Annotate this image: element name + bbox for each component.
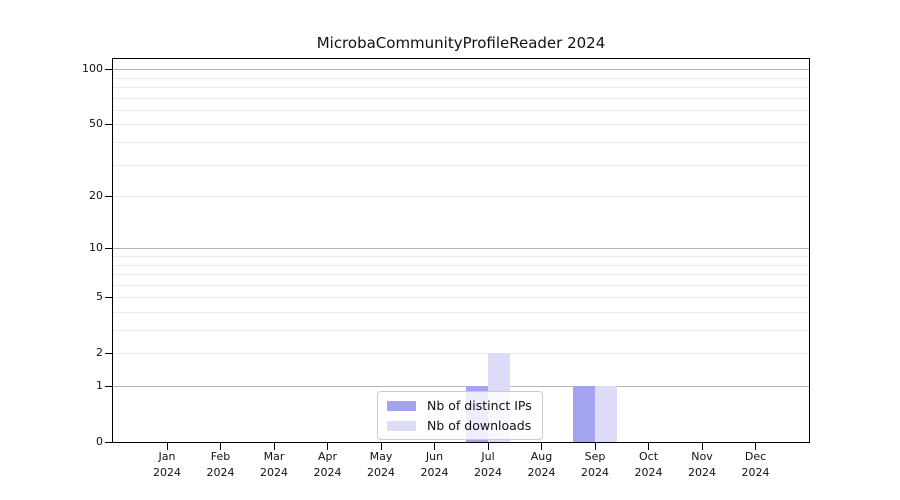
- gridline-minor: [113, 311, 809, 313]
- x-tick-year: 2024: [527, 466, 556, 479]
- x-tick-label: Apr 2024: [296, 449, 360, 481]
- x-tick: [541, 443, 542, 450]
- x-tick-month: Mar: [263, 450, 285, 463]
- x-tick: [220, 443, 221, 450]
- y-tick-label: 20: [89, 189, 103, 203]
- y-tick-label: 100: [82, 62, 103, 76]
- x-tick: [755, 443, 756, 450]
- x-tick-label: Oct 2024: [617, 449, 681, 481]
- x-tick-year: 2024: [260, 466, 288, 479]
- legend: Nb of distinct IPs Nb of downloads: [377, 391, 543, 440]
- x-tick: [166, 443, 168, 450]
- gridline-minor: [113, 297, 809, 299]
- y-tick: [105, 352, 113, 354]
- y-tick: [105, 247, 113, 249]
- x-tick-label: Jan 2024: [135, 449, 199, 481]
- gridline-major: [113, 248, 809, 250]
- gridline-minor: [113, 87, 809, 89]
- gridline-major: [113, 69, 809, 71]
- x-tick-year: 2024: [420, 466, 449, 479]
- x-tick-year: 2024: [153, 466, 181, 479]
- x-tick-month: Jan: [158, 450, 176, 463]
- x-tick-year: 2024: [581, 466, 609, 479]
- x-tick-month: Dec: [744, 450, 767, 463]
- x-tick-label: Mar 2024: [242, 449, 306, 481]
- x-tick-label: May 2024: [349, 449, 413, 481]
- x-tick-year: 2024: [206, 466, 235, 479]
- x-tick-label: Feb 2024: [189, 449, 253, 481]
- gridline-minor: [113, 256, 809, 257]
- x-tick: [594, 443, 596, 450]
- gridline-minor: [113, 164, 809, 166]
- legend-label-downloads: Nb of downloads: [427, 418, 532, 433]
- x-tick: [327, 443, 328, 450]
- x-tick-month: Sep: [584, 450, 606, 463]
- bar-downloads-sep: [595, 386, 617, 442]
- x-tick-year: 2024: [634, 466, 663, 479]
- x-tick-month: Aug: [530, 450, 553, 463]
- x-tick-month: Jul: [481, 450, 495, 463]
- x-tick: [273, 443, 275, 450]
- legend-label-distinct-ips: Nb of distinct IPs: [427, 398, 532, 413]
- y-tick-label: 5: [96, 290, 103, 304]
- chart-title: MicrobaCommunityProfileReader 2024: [316, 34, 606, 52]
- y-tick: [105, 385, 113, 387]
- gridline-minor: [113, 196, 809, 198]
- x-tick: [648, 443, 649, 450]
- gridline-minor: [113, 109, 809, 111]
- legend-entry-downloads: Nb of downloads: [387, 418, 533, 433]
- x-tick-month: Apr: [317, 450, 338, 463]
- x-tick: [701, 443, 703, 450]
- x-tick: [434, 443, 435, 450]
- y-tick: [105, 68, 113, 70]
- y-tick: [105, 441, 113, 443]
- gridline-minor: [113, 353, 809, 355]
- x-tick: [380, 443, 382, 450]
- x-tick-year: 2024: [474, 466, 502, 479]
- x-tick-month: Oct: [638, 450, 659, 463]
- gridline-minor: [113, 274, 809, 276]
- x-tick-year: 2024: [688, 466, 716, 479]
- x-tick-year: 2024: [367, 466, 395, 479]
- x-tick-month: May: [369, 450, 393, 463]
- gridline-major: [113, 386, 809, 387]
- y-tick-label: 10: [89, 241, 103, 255]
- gridline-minor: [113, 142, 809, 144]
- x-tick-month: Jun: [425, 450, 444, 463]
- gridline-minor: [113, 264, 809, 266]
- x-tick-month: Nov: [691, 450, 713, 463]
- gridline-minor: [113, 97, 809, 99]
- x-tick-label: Aug 2024: [510, 449, 574, 481]
- y-tick-label: 2: [96, 346, 103, 360]
- x-tick-year: 2024: [313, 466, 342, 479]
- x-tick-year: 2024: [741, 466, 770, 479]
- plot-area: 0 1 2 5 10 20 50 100 Jan 2024 Feb 2024 Mar 2024 Apr 202…: [82, 58, 810, 479]
- x-tick-label: Jul 2024: [456, 449, 520, 481]
- gridline-minor: [113, 330, 809, 332]
- gridline-minor: [113, 284, 809, 286]
- x-tick-label: Dec 2024: [724, 449, 788, 481]
- x-tick-label: Nov 2024: [670, 449, 734, 481]
- legend-entry-distinct-ips: Nb of distinct IPs: [387, 398, 533, 413]
- y-tick: [105, 195, 113, 197]
- x-tick-label: Jun 2024: [403, 449, 467, 481]
- y-tick-label: 0: [96, 435, 103, 448]
- y-tick: [105, 123, 113, 125]
- bar-distinct-ips-sep: [573, 386, 595, 442]
- gridline-minor: [113, 124, 809, 126]
- gridline-minor: [113, 77, 809, 79]
- y-tick-label: 1: [96, 379, 103, 392]
- x-tick-label: Sep 2024: [563, 449, 627, 481]
- legend-swatch-distinct-ips: [387, 400, 416, 411]
- y-tick-label: 50: [89, 117, 103, 131]
- x-tick-month: Feb: [210, 450, 231, 463]
- x-tick: [487, 443, 489, 450]
- y-tick: [105, 296, 113, 298]
- legend-swatch-downloads: [387, 420, 416, 431]
